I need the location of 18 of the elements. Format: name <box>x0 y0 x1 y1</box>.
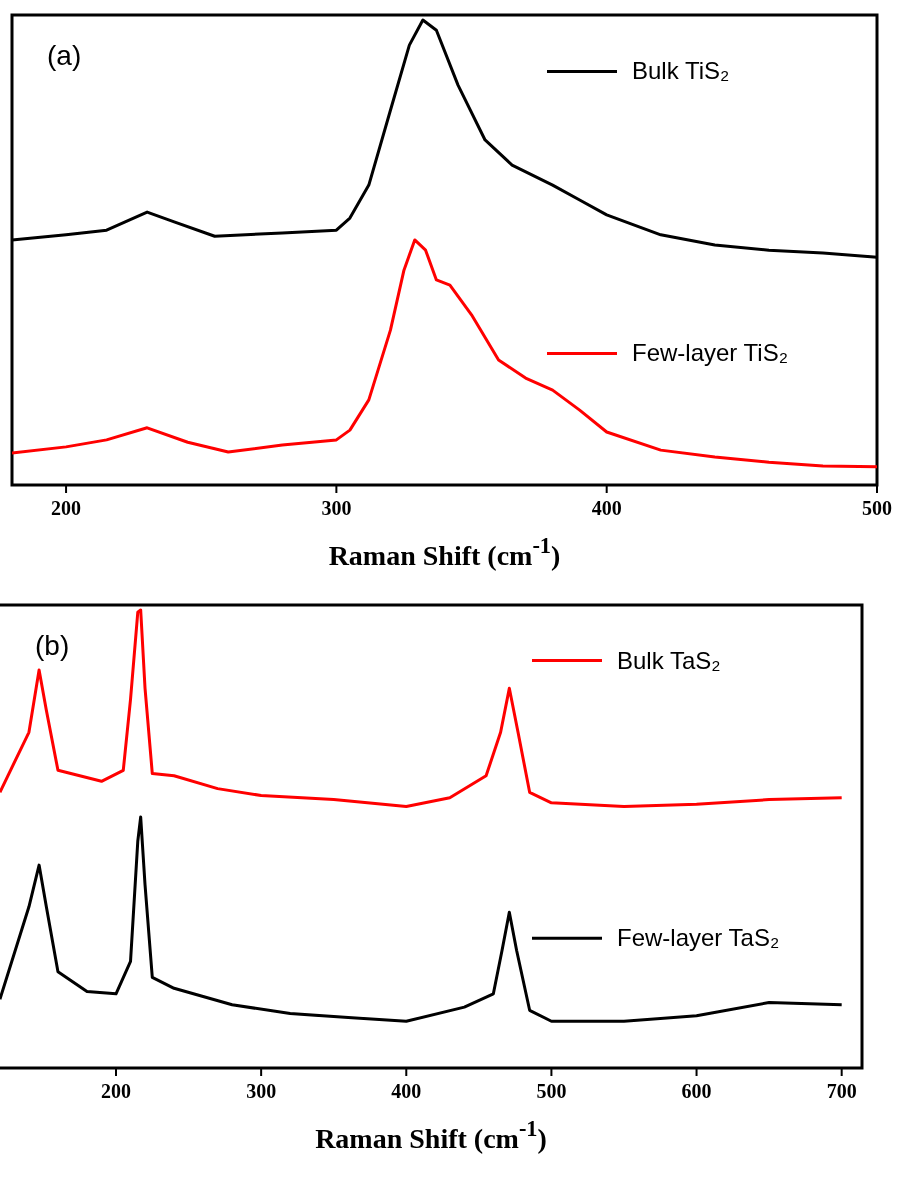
text: (b) <box>35 630 70 661</box>
x-tick-label: 400 <box>391 1080 422 1102</box>
x-tick-label: 600 <box>681 1080 712 1102</box>
x-tick-label: 200 <box>101 1080 132 1102</box>
x-tick-label: 300 <box>246 1080 277 1102</box>
legend-label: Bulk TiS₂ <box>632 57 730 85</box>
legend-label: Few-layer TaS₂ <box>617 924 780 952</box>
x-tick-label: 500 <box>536 1080 567 1102</box>
x-tick-label: 400 <box>591 497 622 519</box>
x-tick-label: 200 <box>51 497 82 519</box>
x-tick-label: 700 <box>826 1080 857 1102</box>
text: (a) <box>47 40 82 71</box>
legend-label: Few-layer TiS₂ <box>632 339 789 367</box>
x-axis-title: Raman Shift (cm$^{-1}$) <box>328 532 561 571</box>
legend-label: Bulk TaS₂ <box>617 646 721 674</box>
x-tick-label: 500 <box>862 497 892 519</box>
x-tick-label: 300 <box>321 497 352 519</box>
x-axis-title: Raman Shift (cm$^{-1}$) <box>315 1115 547 1154</box>
